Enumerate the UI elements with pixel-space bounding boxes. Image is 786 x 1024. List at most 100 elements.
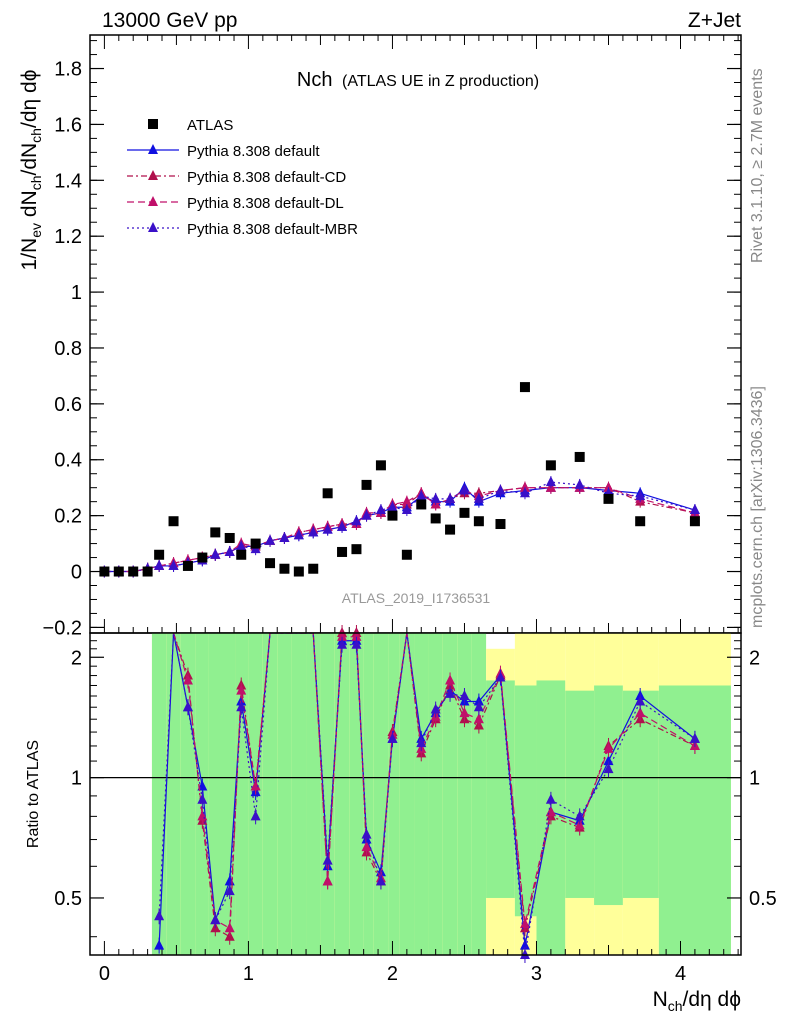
ratio-point-mbr (250, 810, 261, 821)
data-point (430, 513, 441, 524)
legend-marker-mbr (148, 222, 158, 232)
series-point-mbr (473, 492, 484, 503)
data-point (128, 566, 139, 577)
data-point (322, 488, 333, 499)
data-point (689, 516, 700, 527)
ratio-tick-label: 2 (71, 647, 82, 669)
ratio-point-dl (224, 922, 235, 933)
y-axis-label-ratio: Ratio to ATLAS (25, 740, 42, 848)
data-point (337, 546, 348, 557)
ratio-band-inner (151, 633, 167, 955)
ratio-tick-label: 0.5 (54, 888, 82, 910)
mcplots-label: mcplots.cern.ch [arXiv:1306.3436] (749, 386, 766, 628)
rivet-label: Rivet 3.1.10, ≥ 2.7M events (749, 68, 766, 263)
legend-marker-dl (148, 196, 158, 206)
series-point-mbr (495, 484, 506, 495)
data-point (182, 560, 193, 571)
data-point (265, 558, 276, 569)
chart-title-main: Nch (297, 69, 333, 91)
series-point-mbr (168, 559, 179, 570)
data-point (635, 516, 646, 527)
data-point (224, 532, 235, 543)
data-point (519, 382, 530, 393)
y-tick-label: −0.2 (43, 617, 82, 639)
ratio-point-mbr (351, 638, 362, 649)
series-point-mbr (279, 531, 290, 542)
ratio-point-mbr (445, 687, 456, 698)
legend-marker-default (148, 144, 158, 154)
ratio-plot-panel: 0.5 0.5 1 1 2 2 0 1 2 3 4 (54, 625, 777, 985)
ratio-point-mbr (337, 638, 348, 649)
ratio-point-default (154, 939, 165, 950)
ratio-point-mbr (416, 737, 427, 748)
chart-title-sub: (ATLAS UE in Z production) (342, 73, 539, 90)
legend-label-cd: Pythia 8.308 default-CD (187, 169, 346, 186)
y-tick-label: 1.6 (54, 114, 82, 136)
ratio-point-dl (445, 674, 456, 685)
ratio-point-mbr (224, 885, 235, 896)
data-point (375, 460, 386, 471)
ratio-point-dl (635, 707, 646, 718)
ratio-point-mbr (519, 949, 530, 959)
data-point (293, 566, 304, 577)
main-plot-panel: −0.2 0 0.2 0.4 0.6 0.8 1 1.2 1.4 1.6 1.8 (43, 34, 742, 639)
data-point (473, 516, 484, 527)
ratio-point-mbr (197, 793, 208, 804)
series-point-mbr (351, 515, 362, 526)
x-tick-label: 3 (531, 963, 542, 985)
series-point-mbr (416, 490, 427, 501)
series-point-mbr (519, 487, 530, 498)
data-point (250, 538, 261, 549)
ratio-band-inner (363, 633, 374, 955)
y-tick-label: 1.8 (54, 59, 82, 81)
ratio-line-cd (172, 633, 696, 938)
ratio-band-inner (320, 633, 335, 955)
data-point (142, 566, 153, 577)
ratio-point-dl (459, 707, 470, 718)
legend-marker-cd (148, 170, 158, 180)
data-point (387, 510, 398, 521)
legend: ATLAS Pythia 8.308 default Pythia 8.308 de… (127, 117, 358, 238)
y-tick-label: 0 (71, 562, 82, 584)
series-point-mbr (574, 478, 585, 489)
ratio-point-mbr (154, 910, 165, 921)
ratio-band-inner (306, 633, 321, 955)
ratio-band-inner (195, 633, 209, 955)
ratio-band-inner (658, 685, 731, 955)
legend-label-mbr: Pythia 8.308 default-MBR (187, 221, 358, 238)
ratio-point-mbr (375, 875, 386, 886)
series-point-mbr (635, 490, 646, 501)
ratio-line-dl (172, 633, 696, 930)
ratio-band-inner (565, 690, 595, 898)
y-axis-label-main: 1/Nev dNch/dNch/dη dϕ (18, 70, 44, 271)
ratio-band-inner (399, 633, 415, 955)
data-point (351, 544, 362, 555)
ratio-point-mbr (430, 703, 441, 714)
series-point-dl (401, 495, 412, 506)
y-tick-label: 0.8 (54, 338, 82, 360)
ratio-band-inner (457, 633, 472, 955)
y-tick-label: 1.2 (54, 226, 82, 248)
ratio-point-dl (236, 684, 247, 695)
analysis-watermark: ATLAS_2019_I1736531 (342, 590, 491, 606)
ratio-point-mbr (495, 671, 506, 682)
ratio-point-dl (337, 630, 348, 641)
ratio-band-inner (277, 633, 292, 955)
ratio-plot-frame (89, 632, 742, 956)
series-point-mbr (210, 548, 221, 559)
ratio-band-inner (262, 633, 278, 955)
data-point (401, 549, 412, 560)
ratio-band-inner (222, 633, 236, 955)
series-point-mbr (154, 559, 165, 570)
series-point-mbr (401, 504, 412, 515)
ratio-point-default (519, 939, 530, 950)
ratio-band-inner (208, 633, 223, 955)
ratio-uncertainty-bands (151, 633, 731, 955)
y-tick-label: 1.4 (54, 170, 82, 192)
ratio-point-mbr (387, 732, 398, 743)
header-left: 13000 GeV pp (102, 9, 237, 32)
ratio-band-inner (594, 685, 623, 906)
series-point-mbr (293, 529, 304, 540)
series-point-dl (603, 481, 614, 492)
